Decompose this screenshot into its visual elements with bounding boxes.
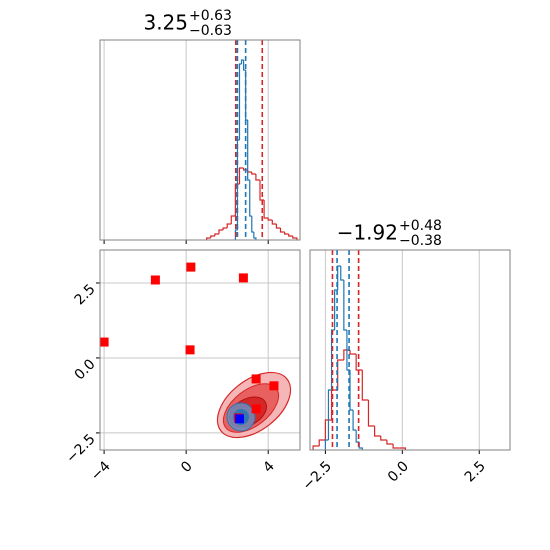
hist-step <box>253 232 257 240</box>
hist-step <box>330 329 335 390</box>
hist-step <box>318 439 326 446</box>
hist-step <box>247 120 250 181</box>
hist-step <box>214 233 219 236</box>
panel-frame <box>99 249 301 451</box>
hist-step <box>240 59 244 64</box>
hist-step <box>352 410 357 431</box>
hist-step <box>324 419 332 440</box>
x-tick-label: 0 <box>178 458 196 476</box>
hist-step <box>343 349 350 360</box>
point <box>269 381 279 391</box>
y-tick-label: −2.5 <box>63 431 98 466</box>
point <box>100 337 109 347</box>
hist-step <box>238 167 244 184</box>
point <box>251 374 261 384</box>
hist-step <box>230 215 236 224</box>
hist-step <box>263 200 269 219</box>
x-tick-label: 2.5 <box>462 458 489 485</box>
title-value: 3.25 <box>143 11 188 35</box>
hist-step <box>292 236 298 240</box>
hist-step <box>218 229 224 234</box>
hist-step <box>238 63 242 140</box>
hist-step <box>343 280 347 331</box>
hist-step <box>386 440 394 445</box>
panel-marks <box>206 40 298 240</box>
hist-step <box>271 220 277 225</box>
hist-step <box>355 354 363 371</box>
x-tick-label: −4 <box>88 458 114 484</box>
title-plus: +0.63 <box>189 8 232 24</box>
point <box>234 414 244 424</box>
hist-step <box>327 389 332 440</box>
hist-step <box>380 436 387 441</box>
title-plus: +0.48 <box>399 218 442 234</box>
hist-step <box>242 60 246 71</box>
point <box>186 262 196 272</box>
hist-step <box>247 170 252 173</box>
hist-step <box>249 180 252 217</box>
hist-step <box>358 442 363 450</box>
hist-step <box>284 232 289 235</box>
title-minus: −0.38 <box>399 233 442 249</box>
hist-step <box>255 174 260 181</box>
title-value: −1.92 <box>337 221 398 245</box>
y-tick-label: 2.5 <box>72 281 99 308</box>
hist-step <box>361 370 369 401</box>
panel-frame <box>309 249 511 451</box>
point <box>185 345 195 355</box>
x-tick-label: −2.5 <box>300 458 335 493</box>
point <box>251 404 261 414</box>
hist-step <box>251 216 254 233</box>
hist-step <box>251 172 256 175</box>
hist-step <box>312 445 320 450</box>
hist-step <box>267 218 273 221</box>
hist-step <box>392 444 400 449</box>
hist-step <box>367 400 375 427</box>
hist-step <box>279 228 285 233</box>
hist-step <box>324 439 329 450</box>
hist-step <box>349 370 354 411</box>
point <box>238 273 248 283</box>
hist-step <box>210 235 215 238</box>
hist-step <box>206 237 211 240</box>
hist-step <box>349 350 357 355</box>
panel-marks <box>100 262 292 439</box>
title-minus: −0.63 <box>189 23 232 39</box>
hist-step <box>222 227 228 230</box>
hist-step <box>275 224 281 229</box>
y-tick-label: 0.0 <box>72 356 99 383</box>
hist-step <box>288 234 293 237</box>
point <box>150 275 160 285</box>
hist-step <box>226 223 232 228</box>
x-tick-label: 0.0 <box>385 458 412 485</box>
hist-step <box>399 447 406 450</box>
hist-step <box>337 359 344 390</box>
hist-step <box>374 426 381 437</box>
panel-frame <box>99 39 301 241</box>
x-tick-label: 4 <box>260 458 278 476</box>
hist-step <box>340 266 344 281</box>
panel-marks <box>312 250 406 450</box>
